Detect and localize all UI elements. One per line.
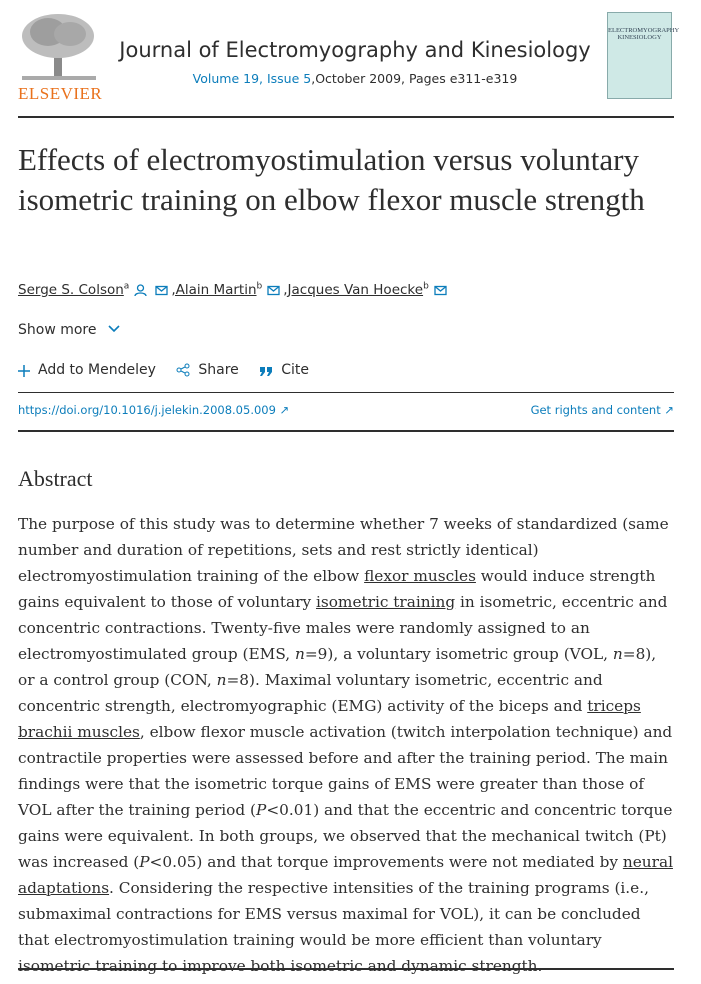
abstract-run: would induce strength gains equivalent t… (18, 567, 656, 611)
topic-link[interactable]: flexor muscles (364, 567, 476, 585)
doi-link[interactable]: https://doi.org/10.1016/j.jelekin.2008.0… (18, 403, 290, 417)
cite-icon (260, 367, 273, 376)
cover-text: ELECTROMYOGRAPHY (608, 27, 680, 34)
abstract-run: The purpose of this study was to determi… (18, 515, 669, 585)
author[interactable]: ,Alain Martinb (171, 281, 283, 298)
author-name[interactable]: ,Alain Martin (171, 281, 257, 298)
abstract-run: n (216, 671, 227, 689)
issue-info: Volume 19, Issue 5,October 2009, Pages e… (110, 71, 600, 86)
publisher-name: ELSEVIER (18, 84, 103, 103)
topic-link[interactable]: triceps brachii muscles (18, 697, 641, 741)
mail-icon[interactable] (434, 284, 447, 297)
abstract-run: =9), a voluntary isometric group (VOL, (304, 645, 613, 663)
affiliation: b (423, 281, 429, 291)
abstract-run: in isometric, eccentric and concentric c… (18, 593, 668, 663)
divider (18, 116, 674, 118)
rights-link[interactable]: Get rights and content ↗ (530, 403, 674, 417)
action-label[interactable]: Cite (281, 362, 310, 378)
abstract-heading: Abstract (18, 466, 93, 491)
abstract-run: P (256, 801, 267, 819)
chevron-icon (108, 325, 120, 333)
date-pages: ,October 2009, Pages e311-e319 (311, 71, 518, 86)
show-more[interactable]: Show more (18, 322, 121, 338)
topic-link[interactable]: isometric training (315, 593, 456, 611)
action-bar: Add to Mendeley Share Cite (18, 362, 325, 378)
share-button[interactable]: Share (176, 362, 239, 378)
cover-text: KINESIOLOGY (617, 34, 662, 41)
action-label[interactable]: Share (198, 362, 239, 378)
author-list: Serge S. Colsona ,Alain Martinb ,Jacques V… (18, 281, 450, 298)
author[interactable]: Serge S. Colsona (18, 281, 171, 298)
author-name[interactable]: ,Jacques Van Hoecke (283, 281, 424, 298)
abstract-run: =8), or a control group (CON, (18, 645, 657, 689)
action-label[interactable]: Add to Mendeley (38, 362, 156, 378)
abstract-run: n (294, 645, 305, 663)
author[interactable]: ,Jacques Van Hoeckeb (283, 281, 450, 298)
affiliation: b (256, 281, 263, 291)
person-icon[interactable] (134, 283, 147, 297)
abstract-run: <0.01) and that the eccentric and concen… (18, 801, 673, 871)
mendeley-button[interactable]: Add to Mendeley (18, 362, 156, 378)
mail-icon[interactable] (155, 284, 168, 297)
show-more-label[interactable]: Show more (18, 322, 97, 338)
divider (18, 968, 674, 970)
article-title: Effects of electromyostimulation versus … (18, 142, 645, 217)
abstract-run: . Considering the respective intensities… (18, 879, 649, 975)
share-icon (176, 363, 190, 377)
journal-cover[interactable]: ELECTROMYOGRAPHY KINESIOLOGY (607, 12, 680, 99)
publisher-logo (22, 14, 96, 80)
divider (18, 430, 674, 432)
divider (18, 392, 674, 393)
doi-text[interactable]: https://doi.org/10.1016/j.jelekin.2008.0… (18, 403, 276, 417)
affiliation: a (123, 281, 130, 291)
abstract-text: The purpose of this study was to determi… (18, 511, 674, 979)
topic-link[interactable]: neural adaptations (18, 853, 673, 897)
abstract-run: , elbow flexor muscle activation (twitch… (18, 723, 673, 819)
cite-button[interactable]: Cite (259, 362, 309, 378)
journal-title[interactable]: Journal of Electromyography and Kinesiol… (119, 38, 591, 62)
abstract-run: <0.05) and that torque improvements were… (149, 853, 623, 871)
abstract-run: n (612, 645, 623, 663)
issue-link[interactable]: Volume 19, Issue 5 (192, 71, 312, 86)
mail-icon[interactable] (267, 284, 280, 297)
rights-text[interactable]: Get rights and content (530, 403, 661, 417)
plus-icon (18, 365, 30, 377)
author-name[interactable]: Serge S. Colson (18, 281, 124, 298)
abstract-run: P (139, 853, 150, 871)
abstract-run: =8). Maximal voluntary isometric, eccent… (18, 671, 603, 715)
